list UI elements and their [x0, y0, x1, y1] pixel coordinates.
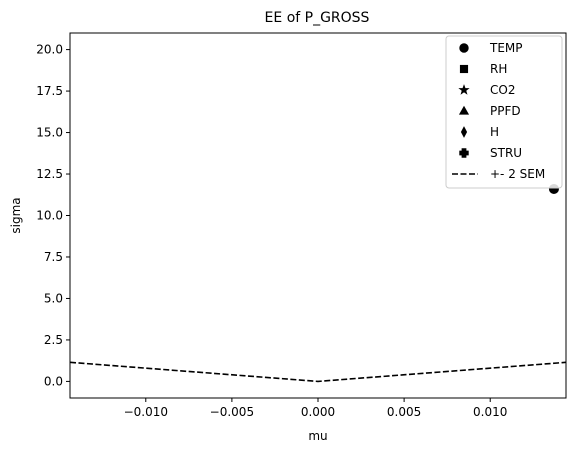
y-tick-label: 20.0 [36, 43, 63, 57]
legend: TEMP RH CO2 PPFD H STRU +- 2 SEM [445, 35, 563, 189]
y-tick-label: 12.5 [36, 167, 63, 181]
x-tick-label: 0.005 [387, 405, 421, 419]
y-tick-label: 7.5 [44, 250, 63, 264]
sem-line [70, 361, 566, 383]
plot-marks [70, 183, 566, 383]
y-axis: 0.0 2.5 5.0 7.5 10.0 12.5 15.0 17.5 20.0 [36, 43, 70, 388]
legend-label: +- 2 SEM [490, 167, 545, 181]
y-axis-label: sigma [9, 197, 23, 233]
y-tick-label: 10.0 [36, 209, 63, 223]
y-tick-label: 15.0 [36, 126, 63, 140]
legend-marker-co2 [458, 84, 470, 95]
legend-label: RH [490, 62, 507, 76]
legend-label: PPFD [490, 104, 521, 118]
legend-marker-rh [459, 64, 469, 74]
legend-label: CO2 [490, 83, 515, 97]
x-tick-label: −0.010 [124, 405, 168, 419]
legend-marker-h [460, 126, 468, 138]
x-axis: −0.010 −0.005 0.000 0.005 0.010 [124, 398, 507, 419]
y-tick-label: 0.0 [44, 374, 63, 388]
legend-marker-ppfd [458, 105, 470, 115]
legend-label: H [490, 125, 499, 139]
x-tick-label: 0.000 [301, 405, 335, 419]
chart-title: EE of P_GROSS [265, 10, 370, 26]
legend-label: STRU [490, 146, 522, 160]
legend-label: TEMP [489, 41, 523, 55]
legend-marker-stru [459, 148, 469, 158]
y-tick-label: 2.5 [44, 333, 63, 347]
plot-area [70, 183, 566, 383]
x-axis-label: mu [308, 429, 327, 443]
legend-box [445, 35, 563, 189]
x-tick-label: −0.005 [210, 405, 254, 419]
x-tick-label: 0.010 [473, 405, 507, 419]
y-tick-label: 17.5 [36, 84, 63, 98]
y-tick-label: 5.0 [44, 291, 63, 305]
legend-marker-temp [459, 43, 469, 53]
